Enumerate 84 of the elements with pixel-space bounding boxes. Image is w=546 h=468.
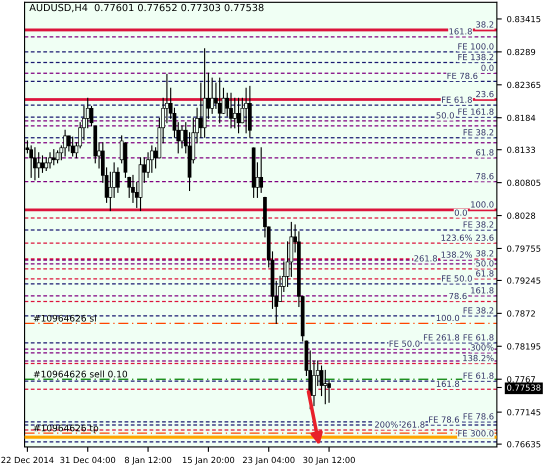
candlestick	[312, 360, 316, 406]
candlestick	[244, 88, 248, 134]
annotation: 161.8	[436, 380, 460, 387]
annotation: FE 50.0	[390, 340, 420, 347]
candlestick	[70, 136, 75, 157]
y-tick-label: 0.77538	[507, 384, 540, 391]
annotation: 50.0	[436, 112, 454, 119]
ref-line-label: #10964626 tp	[34, 424, 98, 434]
y-tick-label: 0.8133	[507, 146, 536, 153]
annotation: FE 78.6	[448, 72, 478, 80]
candlestick	[323, 370, 328, 404]
y-tick-label: 0.78195	[507, 343, 540, 350]
chart-title: AUDUSD,H4 0.77601 0.77652 0.77303 0.77538	[29, 4, 264, 12]
candlestick	[232, 98, 237, 128]
annotation: FE 100.0	[458, 43, 494, 50]
y-tick-label: 0.77145	[507, 409, 540, 416]
annotation: 38.2	[476, 250, 494, 257]
annotation: FE 300.0	[458, 430, 494, 436]
annotation: 138.2%	[442, 251, 472, 258]
annotation: 138.2%	[463, 354, 494, 362]
x-tick-label: 31 Dec 04:00	[60, 456, 116, 464]
ref-line-label: #10964626 sell 0.10	[34, 370, 128, 378]
candlestick	[210, 78, 214, 114]
candlestick	[33, 147, 37, 180]
annotation: 50.0	[476, 260, 494, 267]
x-tick-label: 8 Jan 12:00	[124, 456, 172, 465]
annotation: FE 61.8	[442, 96, 472, 103]
annotation: 78.6	[476, 173, 494, 180]
annotation: 261.8	[414, 255, 438, 262]
candlestick	[48, 152, 52, 168]
y-tick-label: 0.83415	[507, 16, 540, 22]
y-tick-label: 0.7767	[507, 376, 536, 382]
annotation: FE 78.6	[464, 413, 494, 420]
annotation: FE 50.0	[442, 275, 472, 282]
candlestick	[180, 125, 184, 148]
candlestick	[116, 167, 120, 193]
y-tick-label: 0.79245	[507, 277, 540, 284]
candlestick	[40, 155, 44, 173]
x-tick-label: 30 Jan 12:00	[303, 456, 355, 465]
annotation: FE 161.8	[458, 108, 494, 115]
annotation: 0.0	[454, 209, 467, 216]
annotation: 100.0	[436, 314, 460, 322]
y-tick-label: 0.7872	[507, 310, 535, 317]
annotation: 38.2	[476, 21, 494, 28]
annotation: 161.8	[450, 28, 472, 35]
annotation: 200%	[374, 421, 398, 428]
annotation: 123.6%	[442, 234, 472, 241]
y-tick-label: 0.76635	[507, 441, 540, 448]
x-tick-label: 15 Jan 20:00	[182, 456, 234, 465]
annotation: FE 38.2	[464, 129, 494, 136]
annotation: FE 261.8	[424, 334, 460, 341]
annotation: FE 38.2	[464, 307, 494, 314]
candlestick	[218, 78, 222, 124]
ref-line-label: #10964626 sl	[34, 314, 96, 322]
y-tick-label: 0.82365	[507, 82, 540, 88]
y-tick-label: 0.8184	[507, 114, 536, 122]
annotation: 161.8	[471, 287, 494, 294]
annotation: FE 38.2	[464, 221, 494, 228]
annotation: FE 78.6	[429, 416, 460, 423]
annotation: FE 138.2	[458, 54, 494, 60]
annotation: FE 61.8	[464, 372, 494, 379]
annotation: 78.6	[449, 292, 467, 300]
y-tick-label: 0.80805	[507, 180, 540, 186]
x-tick-label: 23 Jan 04:00	[242, 456, 295, 465]
candlestick	[36, 152, 41, 178]
annotation: 23.6	[476, 234, 494, 241]
annotation: 23.6	[476, 90, 494, 98]
annotation: 61.8	[476, 149, 494, 156]
candlestick	[52, 149, 56, 166]
x-tick-label: 22 Dec 2014	[1, 456, 54, 464]
y-tick-label: 0.8289	[507, 48, 536, 56]
candlestick	[229, 92, 233, 128]
annotation: 0.0	[481, 64, 494, 71]
y-tick-label: 0.79755	[507, 245, 540, 252]
annotation: 100.0	[471, 201, 494, 208]
annotation: 300%	[470, 344, 494, 351]
candlestick	[236, 98, 240, 134]
candlestick	[63, 130, 67, 157]
annotation: 261.8	[402, 421, 425, 428]
annotation: FE 61.8	[464, 334, 494, 341]
candlestick	[259, 147, 264, 193]
annotation: 61.8	[476, 270, 494, 277]
candlestick	[198, 82, 203, 138]
y-tick-label: 0.8028	[507, 212, 536, 219]
